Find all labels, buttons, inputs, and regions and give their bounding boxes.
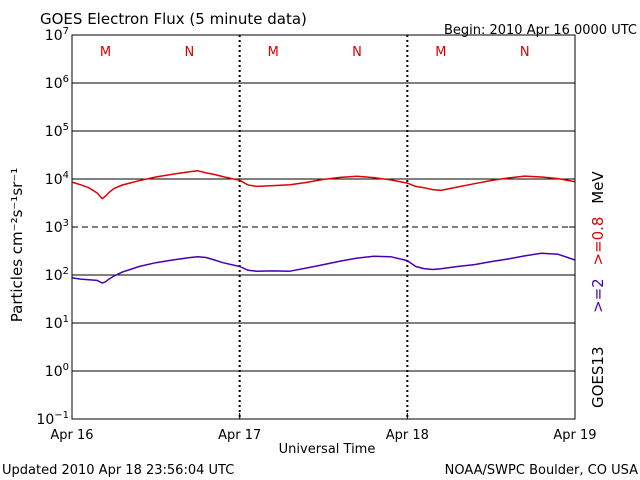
svg-text:GOES13: GOES13: [589, 346, 607, 408]
marker-m: M: [100, 45, 111, 60]
x-tick-label: Apr 18: [386, 428, 429, 443]
y-tick-label: 100: [45, 362, 69, 380]
credit-label: NOAA/SWPC Boulder, CO USA: [445, 463, 638, 478]
y-tick-label: 104: [45, 170, 69, 188]
svg-text:>=2 >=0.8 MeV: >=2 >=0.8 MeV: [589, 171, 607, 313]
marker-m: M: [435, 45, 446, 60]
x-axis-label: Universal Time: [279, 442, 376, 457]
y-tick-label: 105: [45, 122, 69, 140]
y-tick-label: 107: [45, 26, 69, 44]
chart-title: GOES Electron Flux (5 minute data): [40, 10, 307, 28]
day-separators: [238, 35, 409, 419]
marker-n: N: [352, 45, 362, 60]
y-axis-ticks: 107 106 105 104 103 102 101 100 10−1: [36, 26, 575, 428]
x-tick-label: Apr 16: [50, 428, 93, 443]
legend-series-2mev: >=2: [589, 278, 607, 313]
legend: GOES13 >=2 >=0.8 MeV: [589, 171, 607, 408]
legend-satellite: GOES13: [589, 346, 607, 408]
series-line-2mev: [71, 252, 576, 284]
legend-unit: MeV: [589, 171, 607, 204]
marker-n: N: [520, 45, 530, 60]
updated-timestamp: Updated 2010 Apr 18 23:56:04 UTC: [2, 463, 234, 478]
series-line-0p8mev: [71, 170, 576, 200]
y-tick-label: 10−1: [36, 410, 69, 428]
y-tick-label: 106: [45, 74, 69, 92]
gridlines: [72, 82, 575, 372]
y-tick-label: 102: [45, 266, 69, 284]
begin-date-label: Begin: 2010 Apr 16 0000 UTC: [444, 23, 637, 38]
marker-n: N: [184, 45, 194, 60]
x-axis-ticks: Apr 16 Apr 17 Apr 18 Apr 19: [50, 413, 597, 443]
y-tick-label: 101: [45, 314, 69, 332]
y-axis-label: Particles cm⁻²s⁻¹sr⁻¹: [8, 168, 26, 322]
legend-series-0p8mev: >=0.8: [589, 217, 607, 266]
x-tick-label: Apr 17: [218, 428, 261, 443]
x-tick-label: Apr 19: [553, 428, 596, 443]
series-layer: [71, 170, 576, 284]
y-tick-label: 103: [45, 218, 69, 236]
marker-m: M: [268, 45, 279, 60]
